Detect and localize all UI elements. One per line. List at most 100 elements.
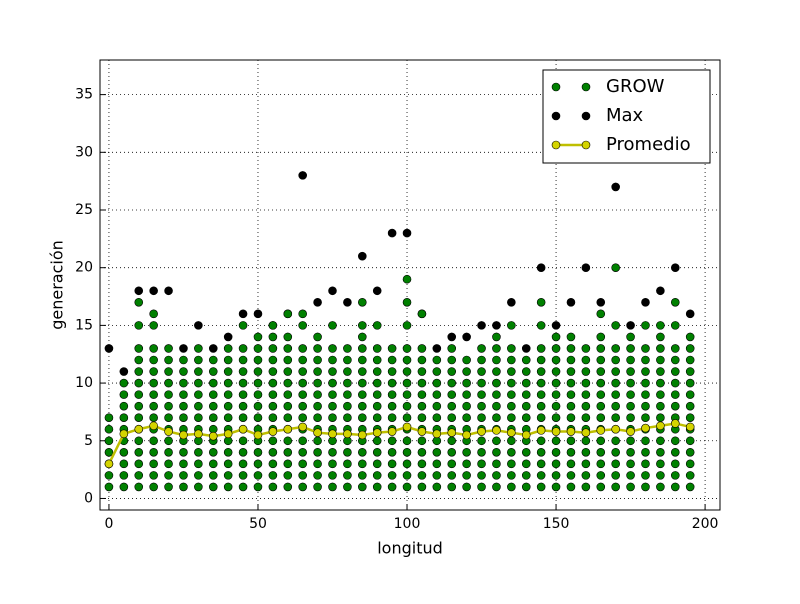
grow-point: [149, 482, 158, 492]
average-marker: [417, 427, 427, 436]
grow-point: [298, 378, 307, 388]
grow-point: [194, 390, 203, 399]
grow-point: [372, 390, 382, 399]
grow-point: [268, 459, 278, 469]
grow-point: [581, 367, 591, 376]
grow-point: [670, 390, 680, 399]
grow-point: [343, 367, 352, 376]
grow-point: [343, 413, 352, 422]
grow-point: [253, 482, 263, 492]
grow-point: [268, 471, 278, 480]
grow-point: [670, 344, 680, 353]
grow-point: [670, 367, 680, 376]
grow-point: [626, 436, 635, 446]
grow-point: [536, 413, 546, 422]
average-marker: [626, 427, 635, 436]
grow-point: [313, 378, 322, 388]
y-tick-label: 30: [75, 144, 93, 160]
grow-point: [596, 413, 606, 422]
grow-point: [268, 401, 278, 411]
grow-point: [611, 471, 620, 480]
max-point: [387, 228, 397, 238]
grow-point: [253, 459, 263, 469]
max-point: [477, 321, 486, 330]
grow-point: [149, 378, 158, 388]
grow-point: [462, 378, 471, 388]
grow-point: [149, 344, 158, 353]
grow-point: [313, 436, 322, 446]
grow-point: [417, 355, 427, 365]
grow-point: [596, 390, 606, 399]
grow-point: [268, 355, 278, 365]
y-tick-label: 5: [84, 433, 93, 449]
grow-point: [447, 482, 457, 492]
average-marker: [432, 429, 442, 439]
max-point: [104, 344, 114, 353]
grow-point: [164, 413, 173, 422]
plot-frame: [99, 59, 721, 511]
grow-point: [626, 448, 635, 457]
grow-point: [283, 344, 293, 353]
grow-point: [492, 471, 501, 480]
grow-point: [328, 367, 337, 376]
grow-point: [492, 448, 501, 457]
grow-point: [134, 378, 144, 388]
grow-point: [536, 298, 546, 307]
grow-point: [149, 401, 158, 411]
grow-point: [253, 367, 263, 376]
grow-point: [298, 355, 307, 365]
grow-point: [626, 367, 635, 376]
average-marker: [253, 430, 263, 440]
grow-point: [611, 401, 620, 411]
grow-point: [298, 448, 307, 457]
grow-point: [536, 344, 546, 353]
grow-point: [447, 355, 457, 365]
grow-point: [507, 378, 516, 388]
grow-point: [268, 321, 278, 330]
average-marker: [551, 427, 561, 436]
grow-point: [119, 448, 129, 457]
grow-point: [447, 344, 457, 353]
average-marker: [462, 430, 471, 440]
grow-point: [536, 436, 546, 446]
grow-point: [208, 471, 218, 480]
grow-point: [417, 367, 427, 376]
average-marker: [179, 430, 188, 440]
grow-point: [685, 332, 695, 342]
grow-point: [268, 390, 278, 399]
grow-point: [596, 332, 606, 342]
max-point: [194, 321, 203, 330]
max-point: [432, 344, 442, 353]
grow-point: [104, 413, 114, 422]
grow-point: [566, 471, 576, 480]
grow-point: [611, 482, 620, 492]
y-axis-label: generación: [48, 240, 67, 330]
grow-point: [238, 321, 248, 330]
grow-point: [507, 482, 516, 492]
grow-point: [253, 332, 263, 342]
grow-point: [134, 448, 144, 457]
grow-point: [656, 413, 665, 422]
grow-point: [626, 471, 635, 480]
grow-point: [402, 448, 412, 457]
grow-point: [208, 448, 218, 457]
grow-point: [313, 401, 322, 411]
grow-point: [343, 459, 352, 469]
grow-point: [194, 482, 203, 492]
grow-point: [566, 355, 576, 365]
grow-point: [208, 367, 218, 376]
grow-point: [328, 482, 337, 492]
grow-point: [685, 413, 695, 422]
grow-point: [432, 448, 442, 457]
grow-point: [238, 471, 248, 480]
grow-point: [358, 378, 367, 388]
grow-point: [492, 401, 501, 411]
grow-point: [626, 344, 635, 353]
grow-point: [283, 448, 293, 457]
grow-point: [268, 378, 278, 388]
max-point: [462, 332, 471, 342]
grow-point: [238, 355, 248, 365]
legend-marker: [581, 82, 591, 92]
grow-point: [492, 482, 501, 492]
grow-point: [536, 378, 546, 388]
